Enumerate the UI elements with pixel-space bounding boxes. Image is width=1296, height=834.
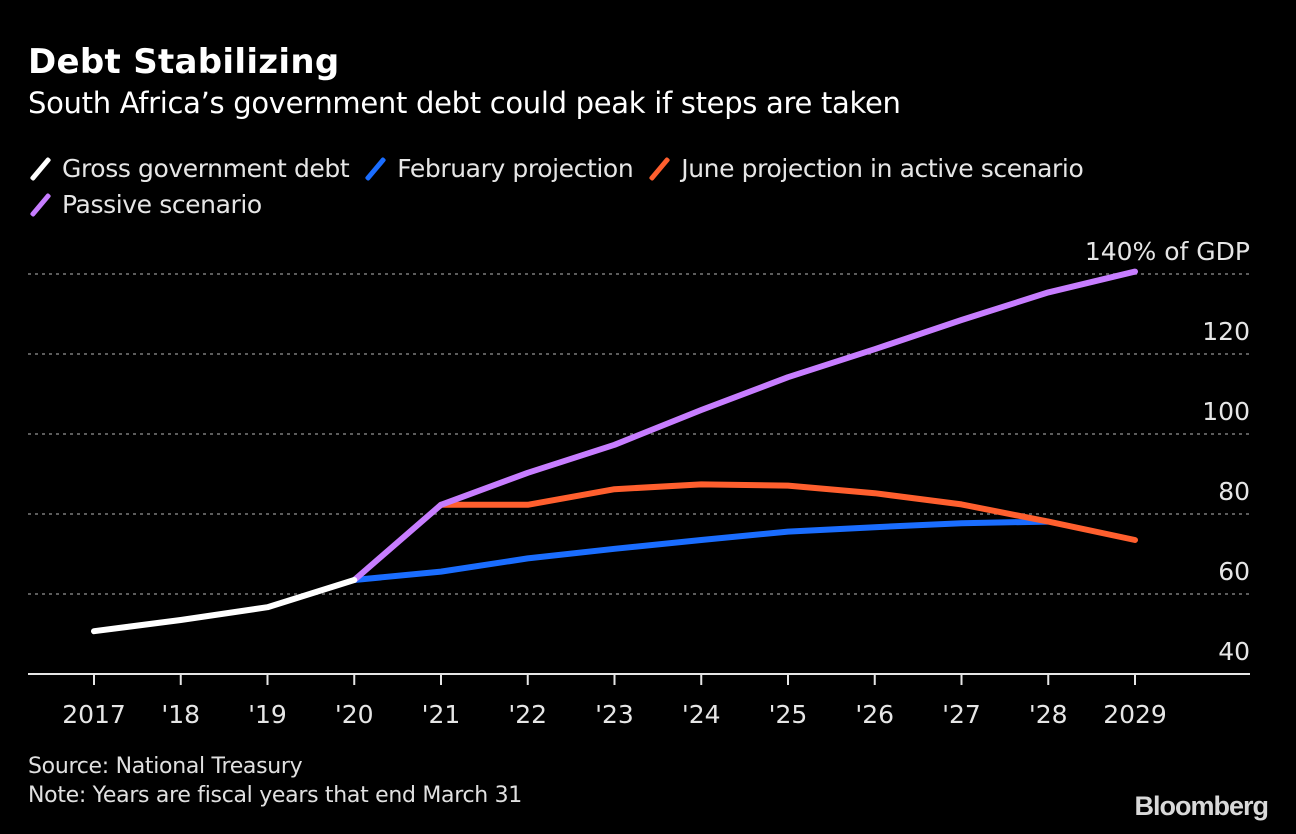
- y-tick-label: 140% of GDP: [1085, 237, 1250, 266]
- y-tick-label: 120: [1202, 317, 1250, 346]
- chart-subtitle: South Africa’s government debt could pea…: [28, 86, 901, 120]
- y-tick-label: 60: [1218, 557, 1250, 586]
- legend-label: Passive scenario: [62, 189, 262, 219]
- legend-item-february-projection: February projection: [363, 153, 633, 183]
- legend-item-gross-debt: Gross government debt: [28, 153, 350, 183]
- source-note: Source: National Treasury: [28, 754, 303, 779]
- series-line-passive-scenario: [351, 268, 1138, 583]
- fiscal-year-note: Note: Years are fiscal years that end Ma…: [28, 783, 522, 808]
- chart-title: Debt Stabilizing: [28, 42, 340, 82]
- series-line-june-projection-in-active-scenario: [438, 481, 1138, 543]
- x-tick-label: '19: [248, 700, 287, 729]
- legend-label: June projection in active scenario: [681, 153, 1084, 183]
- x-tick-label: '21: [422, 700, 461, 729]
- footer: Source: National Treasury Note: Years ar…: [28, 752, 522, 810]
- y-tick-label: 100: [1202, 397, 1250, 426]
- series-line-gross-government-debt: [91, 577, 358, 635]
- x-axis: 2017 '18 '19 '20 '21 '22 '23 '24 '25 '26 '27 '28 202…: [28, 673, 1250, 729]
- x-tick-label: '23: [595, 700, 634, 729]
- x-tick-label: '28: [1029, 700, 1068, 729]
- x-tick-label: '27: [942, 700, 981, 729]
- x-tick-label: 2029: [1103, 700, 1167, 729]
- bloomberg-logo: Bloomberg: [1134, 791, 1269, 821]
- x-tick-label: 2017: [62, 700, 126, 729]
- x-tick-label: '18: [161, 700, 200, 729]
- x-tick-label: '25: [769, 700, 808, 729]
- legend-item-june-projection: June projection in active scenario: [647, 153, 1084, 183]
- x-tick-label: '22: [508, 700, 547, 729]
- legend: Gross government debt February projectio…: [28, 150, 1278, 222]
- x-tick-label: '20: [335, 700, 374, 729]
- y-tick-label: 40: [1218, 637, 1250, 666]
- series-line-february-projection: [351, 518, 1052, 583]
- legend-label: Gross government debt: [62, 153, 350, 183]
- legend-item-passive-scenario: Passive scenario: [28, 189, 262, 219]
- x-tick-label: '26: [855, 700, 894, 729]
- y-tick-label: 80: [1218, 477, 1250, 506]
- x-tick-label: '24: [682, 700, 721, 729]
- legend-label: February projection: [397, 153, 634, 183]
- series-lines: [91, 268, 1138, 635]
- y-axis-labels: 40 60 80 100 120 140% of GDP: [1085, 237, 1250, 666]
